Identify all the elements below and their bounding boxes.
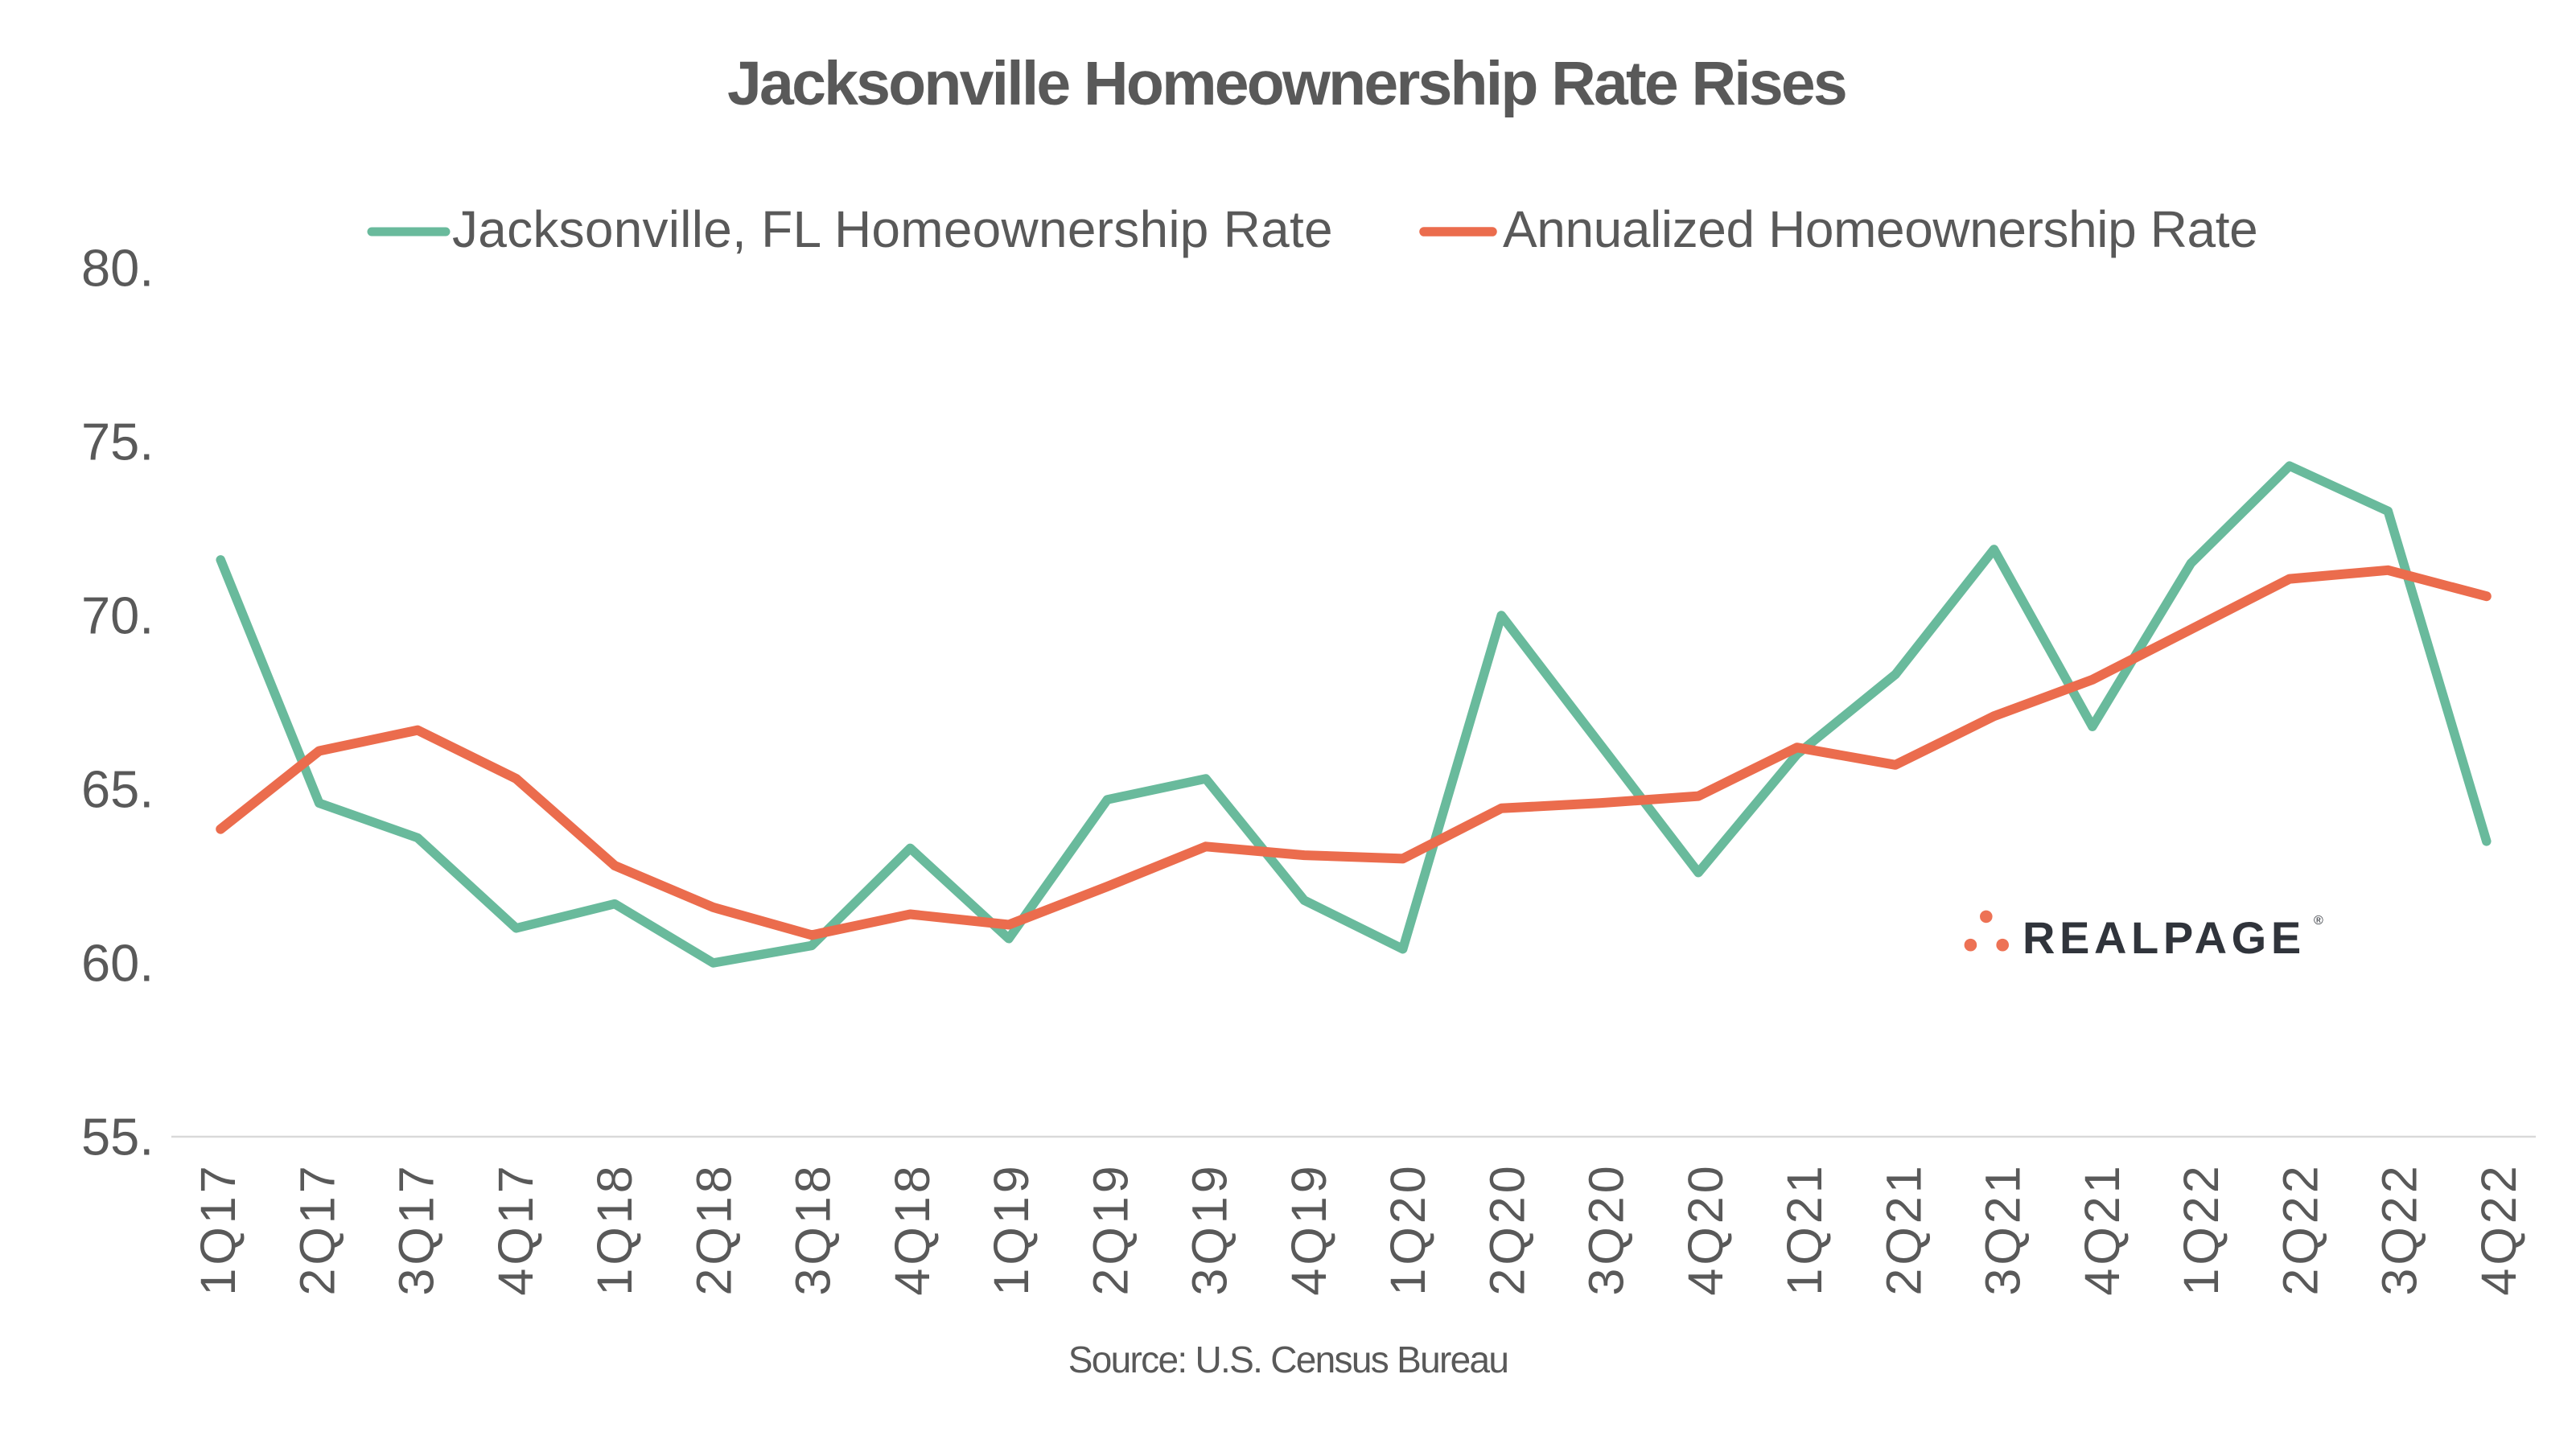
- svg-text:3Q20: 3Q20: [1579, 1162, 1634, 1295]
- svg-text:3Q18: 3Q18: [786, 1162, 841, 1295]
- svg-text:65.: 65.: [81, 760, 154, 819]
- svg-text:1Q20: 1Q20: [1381, 1162, 1435, 1295]
- svg-text:3Q19: 3Q19: [1183, 1162, 1237, 1295]
- svg-text:55.: 55.: [81, 1108, 154, 1166]
- svg-text:75.: 75.: [81, 413, 154, 471]
- svg-text:2Q21: 2Q21: [1876, 1162, 1931, 1295]
- svg-text:4Q21: 4Q21: [2075, 1162, 2130, 1295]
- svg-text:Jacksonville Homeownership Rat: Jacksonville Homeownership Rate Rises: [727, 49, 1846, 118]
- svg-text:4Q22: 4Q22: [2471, 1162, 2526, 1295]
- svg-text:REALPAGE: REALPAGE: [2023, 912, 2306, 963]
- svg-text:4Q19: 4Q19: [1282, 1162, 1336, 1295]
- svg-text:1Q18: 1Q18: [587, 1162, 642, 1295]
- svg-text:Annualized Homeownership Rate: Annualized Homeownership Rate: [1503, 200, 2257, 258]
- svg-text:3Q22: 3Q22: [2372, 1162, 2427, 1295]
- svg-text:2Q19: 2Q19: [1083, 1162, 1138, 1295]
- svg-text:3Q17: 3Q17: [389, 1162, 444, 1295]
- svg-text:1Q17: 1Q17: [191, 1162, 245, 1295]
- svg-text:1Q21: 1Q21: [1777, 1162, 1832, 1295]
- svg-text:3Q21: 3Q21: [1976, 1162, 2031, 1295]
- svg-text:2Q18: 2Q18: [686, 1162, 741, 1295]
- svg-text:4Q18: 4Q18: [885, 1162, 940, 1295]
- svg-text:4Q17: 4Q17: [488, 1162, 543, 1295]
- svg-text:70.: 70.: [81, 586, 154, 645]
- svg-text:Source: U.S. Census Bureau: Source: U.S. Census Bureau: [1068, 1339, 1508, 1380]
- svg-text:2Q17: 2Q17: [290, 1162, 344, 1295]
- svg-text:2Q22: 2Q22: [2274, 1162, 2328, 1295]
- svg-text:80.: 80.: [81, 239, 154, 298]
- svg-text:1Q19: 1Q19: [984, 1162, 1039, 1295]
- svg-text:1Q22: 1Q22: [2174, 1162, 2228, 1295]
- svg-text:®: ®: [2314, 914, 2323, 928]
- svg-text:4Q20: 4Q20: [1678, 1162, 1733, 1295]
- svg-text:60.: 60.: [81, 934, 154, 993]
- svg-text:2Q20: 2Q20: [1479, 1162, 1534, 1295]
- svg-text:Jacksonville, FL Homeownership: Jacksonville, FL Homeownership Rate: [452, 200, 1333, 258]
